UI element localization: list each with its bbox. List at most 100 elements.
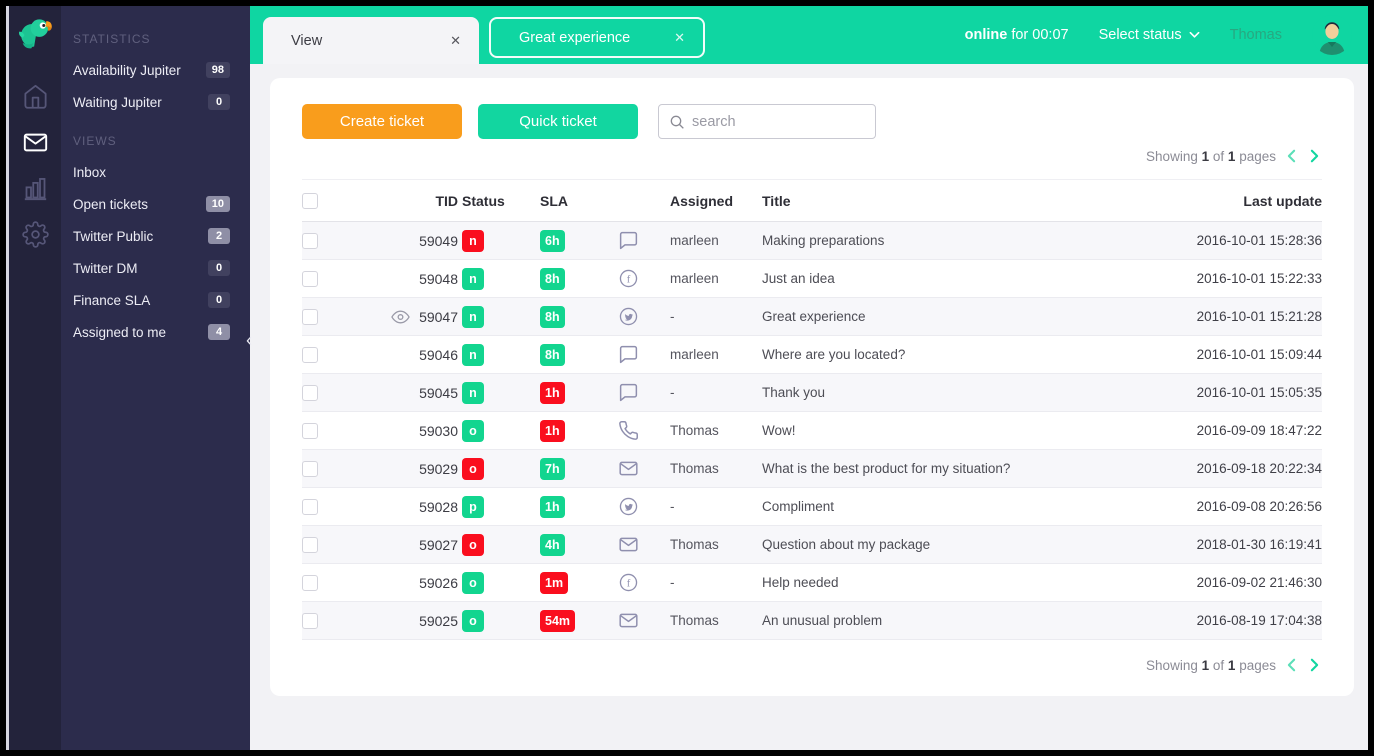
ticket-row[interactable]: 59025 o 54m Thomas An unusual problem 20… bbox=[302, 601, 1322, 641]
row-checkbox[interactable] bbox=[302, 613, 318, 630]
ticket-row[interactable]: 59046 n 8h marleen Where are you located… bbox=[302, 335, 1322, 375]
ticket-row[interactable]: 59028 p 1h - Compliment 2016-09-08 20:26… bbox=[302, 487, 1322, 527]
parrot-logo[interactable] bbox=[14, 15, 56, 57]
close-icon[interactable]: ✕ bbox=[674, 29, 685, 45]
close-icon[interactable]: ✕ bbox=[450, 32, 461, 48]
chat-icon bbox=[618, 382, 639, 403]
assigned-agent: Thomas bbox=[670, 601, 762, 641]
home-icon[interactable] bbox=[22, 83, 49, 110]
row-checkbox[interactable] bbox=[302, 575, 318, 592]
status-badge: o bbox=[462, 457, 484, 480]
select-status-dropdown[interactable]: Select status bbox=[1099, 27, 1200, 43]
online-state: online bbox=[964, 27, 1008, 43]
ticket-id: 59029 bbox=[419, 460, 458, 477]
prev-page-button[interactable] bbox=[1284, 147, 1299, 165]
last-update: 2016-10-01 15:28:36 bbox=[1122, 221, 1322, 261]
sidebar-item-twitter-dm[interactable]: Twitter DM 0 bbox=[61, 252, 250, 284]
ticket-title: Making preparations bbox=[762, 221, 1122, 261]
prev-page-button[interactable] bbox=[1284, 656, 1299, 674]
ticket-row[interactable]: 59047 n 8h - Great experience 2016-10-01… bbox=[302, 297, 1322, 337]
sidebar-item-inbox[interactable]: Inbox bbox=[61, 156, 250, 188]
sla-badge: 8h bbox=[540, 343, 565, 366]
sidebar-collapse-handle[interactable]: ‹ bbox=[246, 330, 252, 350]
last-update: 2016-09-08 20:26:56 bbox=[1122, 487, 1322, 527]
last-update: 2016-09-09 18:47:22 bbox=[1122, 411, 1322, 451]
online-duration: 00:07 bbox=[1032, 27, 1069, 43]
assigned-agent: - bbox=[670, 563, 762, 603]
quick-ticket-button[interactable]: Quick ticket bbox=[478, 104, 638, 139]
ticket-row[interactable]: 59029 o 7h Thomas What is the best produ… bbox=[302, 449, 1322, 489]
ticket-row[interactable]: 59030 o 1h Thomas Wow! 2016-09-09 18:47:… bbox=[302, 411, 1322, 451]
ticket-row[interactable]: 59045 n 1h - Thank you 2016-10-01 15:05:… bbox=[302, 373, 1322, 413]
pagination-text: Showing 1 of 1 pages bbox=[1146, 657, 1276, 673]
ticket-list-card: Create ticket Quick ticket Showing 1 of … bbox=[270, 78, 1354, 697]
row-checkbox[interactable] bbox=[302, 461, 318, 478]
next-page-button[interactable] bbox=[1307, 656, 1322, 674]
row-checkbox[interactable] bbox=[302, 271, 318, 288]
ticket-id: 59045 bbox=[419, 384, 458, 401]
ticket-title: What is the best product for my situatio… bbox=[762, 449, 1122, 489]
header-channel bbox=[618, 178, 670, 223]
chevron-down-icon bbox=[1189, 31, 1200, 39]
sla-badge: 1h bbox=[540, 419, 565, 442]
gear-icon[interactable] bbox=[22, 221, 49, 248]
search-input[interactable] bbox=[692, 113, 865, 130]
header-last-update: Last update bbox=[1122, 178, 1322, 223]
chevron-left-icon bbox=[1286, 149, 1297, 163]
last-update: 2016-09-02 21:46:30 bbox=[1122, 563, 1322, 603]
sidebar-item-label: Twitter DM bbox=[73, 260, 138, 276]
topbar: View ✕ Great experience ✕ online for 00:… bbox=[250, 6, 1368, 64]
sidebar-item-open-tickets[interactable]: Open tickets 10 bbox=[61, 188, 250, 220]
header-title: Title bbox=[762, 178, 1122, 223]
row-checkbox[interactable] bbox=[302, 423, 318, 440]
tab-great-experience[interactable]: Great experience ✕ bbox=[489, 17, 705, 58]
sidebar-item-assigned-to-me[interactable]: Assigned to me 4 bbox=[61, 316, 250, 348]
ticket-title: Help needed bbox=[762, 563, 1122, 603]
ticket-row[interactable]: 59049 n 6h marleen Making preparations 2… bbox=[302, 221, 1322, 261]
assigned-agent: marleen bbox=[670, 221, 762, 261]
next-page-button[interactable] bbox=[1307, 147, 1322, 165]
row-checkbox[interactable] bbox=[302, 347, 318, 364]
sidebar-item-label: Finance SLA bbox=[73, 292, 151, 308]
ticket-row[interactable]: 59048 n 8h marleen Just an idea 2016-10-… bbox=[302, 259, 1322, 299]
select-status-label: Select status bbox=[1098, 27, 1182, 43]
search-box bbox=[658, 104, 876, 139]
ticket-row[interactable]: 59026 o 1m - Help needed 2016-09-02 21:4… bbox=[302, 563, 1322, 603]
sidebar-item-waiting-jupiter[interactable]: Waiting Jupiter 0 bbox=[61, 86, 250, 118]
sla-badge: 1h bbox=[540, 381, 565, 404]
row-checkbox[interactable] bbox=[302, 537, 318, 554]
ticket-id: 59049 bbox=[419, 232, 458, 249]
sidebar-item-badge: 10 bbox=[205, 196, 230, 212]
row-checkbox[interactable] bbox=[302, 499, 318, 516]
ticket-id: 59047 bbox=[419, 308, 458, 325]
avatar[interactable] bbox=[1312, 15, 1352, 55]
ticket-table-body: 59049 n 6h marleen Making preparations 2… bbox=[302, 221, 1322, 641]
sidebar-item-availability-jupiter[interactable]: Availability Jupiter 98 bbox=[61, 54, 250, 86]
chevron-left-icon bbox=[1286, 658, 1297, 672]
header-tid: TID bbox=[354, 178, 462, 223]
status-badge: n bbox=[462, 229, 484, 252]
mail-icon[interactable] bbox=[22, 129, 49, 156]
tab-bar: View ✕ Great experience ✕ bbox=[250, 6, 965, 64]
sidebar-item-twitter-public[interactable]: Twitter Public 2 bbox=[61, 220, 250, 252]
chart-icon[interactable] bbox=[22, 175, 49, 202]
ticket-title: Thank you bbox=[762, 373, 1122, 413]
sidebar-item-finance-sla[interactable]: Finance SLA 0 bbox=[61, 284, 250, 316]
tab-view[interactable]: View ✕ bbox=[263, 17, 479, 64]
ticket-row[interactable]: 59027 o 4h Thomas Question about my pack… bbox=[302, 525, 1322, 565]
assigned-agent: - bbox=[670, 297, 762, 337]
row-checkbox[interactable] bbox=[302, 233, 318, 250]
row-checkbox[interactable] bbox=[302, 385, 318, 402]
main-area: View ✕ Great experience ✕ online for 00:… bbox=[250, 6, 1368, 750]
facebook-icon bbox=[618, 268, 639, 289]
select-all-checkbox[interactable] bbox=[302, 193, 318, 210]
search-icon bbox=[669, 114, 685, 130]
status-badge: o bbox=[462, 571, 484, 594]
create-ticket-button[interactable]: Create ticket bbox=[302, 104, 462, 139]
row-checkbox[interactable] bbox=[302, 309, 318, 326]
table-header-row: TID Status SLA Assigned Title Last updat… bbox=[302, 178, 1322, 223]
pagination-bottom: Showing 1 of 1 pages bbox=[302, 656, 1322, 674]
user-name: Thomas bbox=[1229, 27, 1282, 43]
sidebar-section: VIEWS Inbox Open tickets 10 Twitter Publ… bbox=[61, 134, 250, 348]
chevron-right-icon bbox=[1309, 149, 1320, 163]
